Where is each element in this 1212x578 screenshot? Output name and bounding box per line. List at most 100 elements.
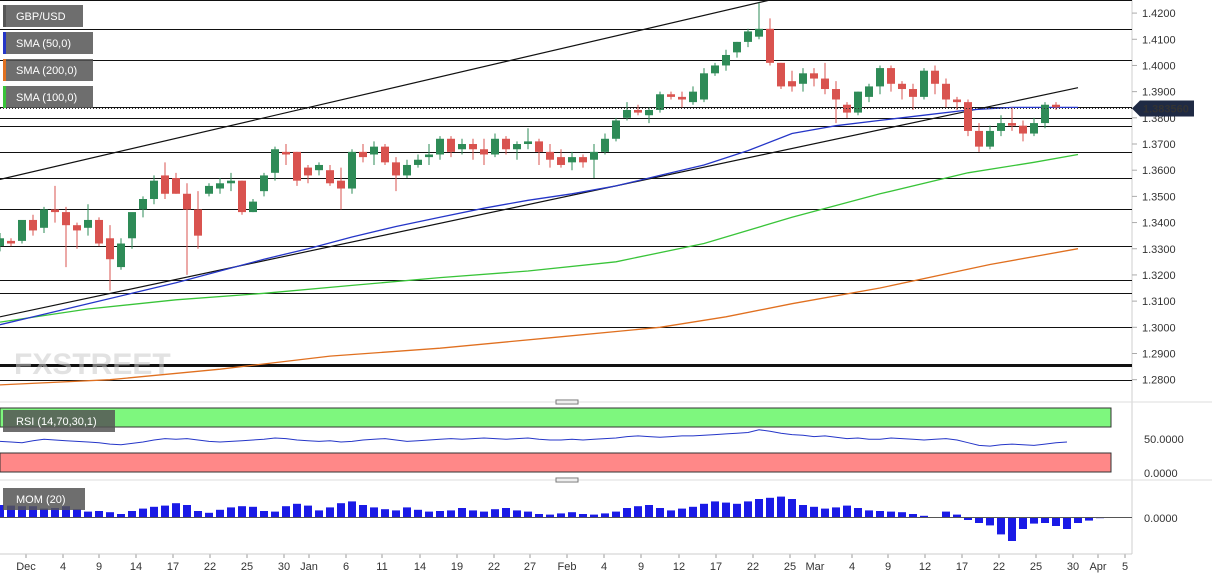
mom-bar: [568, 512, 576, 517]
candle: [117, 238, 125, 270]
mom-bar: [942, 511, 950, 517]
candle-body: [414, 159, 422, 165]
mom-bar: [304, 505, 312, 517]
panel-resize-handle[interactable]: [555, 477, 579, 483]
x-tick-label: 14: [414, 561, 426, 573]
x-tick-label: 25: [1030, 561, 1042, 573]
mom-bar: [1085, 517, 1093, 521]
candle-body: [667, 94, 675, 97]
mom-bar: [953, 514, 961, 517]
candle-body: [964, 102, 972, 131]
candle: [238, 180, 246, 215]
mom-bar: [315, 510, 323, 517]
candle-body: [557, 157, 565, 165]
candle-body: [271, 149, 279, 173]
mom-bar: [73, 509, 81, 517]
candle: [766, 18, 774, 66]
candle-body: [0, 238, 4, 247]
x-tick-label: 14: [130, 561, 142, 573]
candle: [183, 183, 191, 275]
y-tick-label: 1.3900: [1142, 87, 1176, 99]
mom-bar: [238, 506, 246, 517]
candle-body: [678, 96, 686, 100]
mom-bar: [854, 508, 862, 517]
candle: [392, 157, 400, 192]
legend-swatch: [3, 86, 6, 108]
panel-resize-handle[interactable]: [555, 399, 579, 405]
candle: [821, 62, 829, 95]
mom-bar: [216, 509, 224, 517]
candle-body: [480, 149, 488, 155]
candle-body: [29, 219, 37, 231]
mom-bar: [469, 510, 477, 517]
candle-body: [931, 70, 939, 84]
candle: [403, 159, 411, 179]
x-tick-label: 30: [278, 561, 290, 573]
rsi-y-tick-label: 50.0000: [1144, 434, 1184, 446]
candle: [568, 151, 576, 171]
candle-body: [711, 65, 719, 74]
x-tick-label: 25: [784, 561, 796, 573]
candle-body: [755, 28, 763, 37]
legend-box: [3, 5, 83, 27]
mom-bar: [403, 507, 411, 517]
candle-body: [601, 138, 609, 152]
candle: [304, 164, 312, 184]
mom-bar: [634, 506, 642, 517]
candle-body: [513, 144, 521, 150]
candle: [425, 144, 433, 165]
candle: [73, 222, 81, 249]
candle-body: [238, 180, 246, 213]
candle: [1019, 120, 1027, 142]
x-tick-label: Dec: [16, 561, 36, 573]
mom-bar: [656, 508, 664, 517]
mom-bar: [359, 505, 367, 517]
y-tick-label: 1.4100: [1142, 34, 1176, 46]
candle-body: [51, 209, 59, 213]
mom-bar: [964, 517, 972, 520]
mom-bar: [513, 510, 521, 517]
candle: [634, 104, 642, 116]
mom-legend-label: MOM (20): [16, 494, 66, 506]
candle-body: [194, 209, 202, 236]
candle-body: [645, 109, 653, 116]
mom-bar: [62, 506, 70, 517]
x-tick-label: 11: [376, 561, 387, 573]
mom-bar: [227, 507, 235, 517]
candle-body: [821, 78, 829, 90]
mom-bar: [799, 505, 807, 517]
candle: [997, 115, 1005, 137]
mom-bar: [1030, 517, 1038, 524]
mom-bar: [205, 512, 213, 517]
candle-body: [469, 144, 477, 150]
candle-body: [975, 130, 983, 147]
legend-label: SMA (50,0): [16, 38, 71, 50]
mom-bar: [986, 517, 994, 526]
candle-body: [502, 138, 510, 150]
candle-body: [139, 199, 147, 210]
mom-bar: [1019, 517, 1027, 529]
candle-body: [95, 219, 103, 244]
x-tick-label: 12: [919, 561, 931, 573]
mom-bar: [997, 517, 1005, 535]
mom-bar: [898, 512, 906, 517]
candle: [645, 107, 653, 124]
candle-body: [370, 146, 378, 155]
mom-bar: [29, 506, 37, 517]
candle-body: [128, 212, 136, 239]
mom-bar: [722, 502, 730, 517]
mom-bar: [106, 512, 114, 517]
candle: [249, 199, 257, 213]
x-tick-label: 6: [343, 561, 349, 573]
mom-bar: [821, 508, 829, 517]
candle-body: [865, 86, 873, 97]
candle-body: [920, 70, 928, 97]
rsi-legend-label: RSI (14,70,30,1): [16, 416, 97, 428]
candle: [18, 219, 26, 244]
candle-body: [18, 219, 26, 241]
legend-box: [3, 32, 93, 54]
candle: [293, 151, 301, 186]
candle-body: [656, 94, 664, 110]
candle-body: [84, 219, 92, 228]
mom-bar: [909, 514, 917, 517]
